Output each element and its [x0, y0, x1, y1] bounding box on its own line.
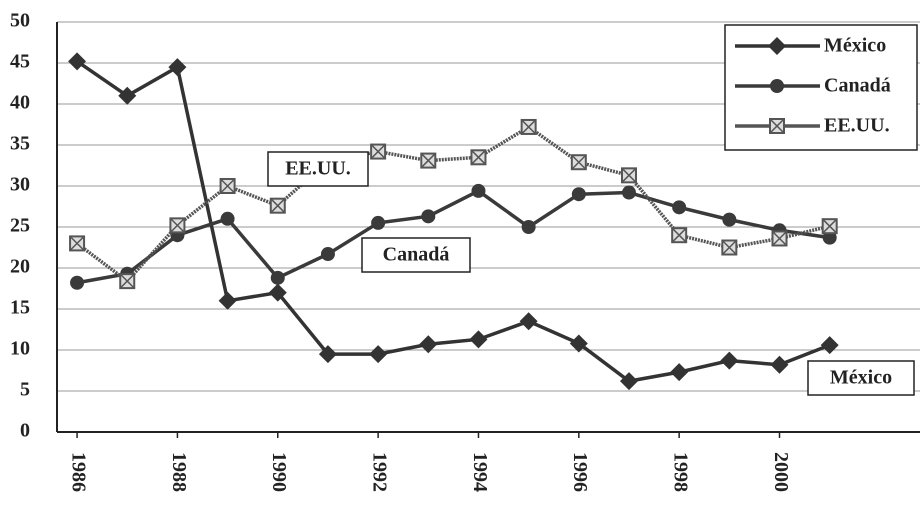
marker [672, 200, 687, 215]
marker [371, 215, 386, 230]
x-tick-label: 1996 [569, 452, 591, 492]
marker-x [671, 227, 687, 243]
marker [720, 351, 739, 370]
marker-x [169, 217, 185, 233]
x-tick-label: 1986 [67, 452, 89, 492]
annotation-box [807, 360, 915, 396]
marker [521, 220, 536, 234]
marker [570, 154, 587, 171]
marker [820, 336, 839, 355]
y-tick-label: 0 [20, 420, 30, 442]
y-tick-label: 50 [10, 10, 30, 32]
marker-x [470, 149, 486, 165]
marker [269, 197, 286, 214]
marker [118, 86, 137, 105]
marker [770, 79, 784, 93]
marker [671, 227, 688, 244]
marker [370, 143, 387, 160]
marker [770, 355, 789, 374]
marker-x [621, 167, 637, 183]
marker [721, 239, 738, 256]
marker [268, 283, 287, 302]
marker [722, 212, 737, 227]
marker-x [521, 119, 537, 135]
y-tick-label: 15 [10, 297, 30, 319]
x-tick-label: 2000 [770, 452, 792, 492]
marker [471, 183, 486, 198]
marker [569, 334, 588, 353]
marker [369, 345, 388, 364]
marker-x [220, 178, 236, 194]
y-tick-label: 30 [10, 174, 30, 196]
marker [318, 345, 337, 364]
legend-label: EE.UU. [824, 115, 890, 137]
marker [771, 230, 788, 247]
annotation: EE.UU. [285, 158, 351, 180]
y-tick-label: 40 [10, 92, 30, 114]
series-line [76, 59, 831, 384]
marker [320, 247, 335, 262]
legend-label: México [824, 35, 886, 57]
marker [620, 167, 637, 184]
y-tick-label: 35 [10, 133, 30, 155]
y-tick-label: 45 [10, 51, 30, 73]
series-line [76, 124, 831, 284]
marker-x [270, 198, 286, 214]
marker-x [420, 153, 436, 169]
marker [70, 275, 85, 290]
marker [470, 149, 487, 166]
marker-x [822, 218, 838, 234]
marker [169, 217, 186, 234]
marker-x [571, 154, 587, 170]
y-tick-label: 25 [10, 215, 30, 237]
annotation: Canadá [383, 244, 450, 266]
marker [220, 211, 235, 226]
marker [519, 312, 538, 331]
x-tick-label: 1990 [268, 452, 290, 492]
marker [420, 152, 437, 169]
marker [520, 118, 537, 135]
marker [571, 187, 586, 202]
marker [218, 291, 237, 310]
marker [769, 118, 785, 134]
marker-x [370, 144, 386, 160]
marker [168, 58, 187, 77]
marker-x [119, 273, 135, 289]
x-tick-label: 1994 [469, 452, 491, 492]
marker [670, 363, 689, 382]
marker-x [69, 235, 85, 251]
annotation-box [361, 237, 471, 273]
marker [270, 270, 285, 285]
y-tick-label: 5 [20, 379, 30, 401]
x-tick-label: 1988 [168, 452, 190, 492]
marker [621, 185, 636, 200]
marker [821, 218, 838, 235]
legend-label: Canadá [824, 75, 891, 97]
marker [768, 37, 786, 55]
y-tick-label: 10 [10, 338, 30, 360]
series-line [76, 188, 830, 285]
marker [69, 235, 86, 252]
marker [119, 273, 136, 290]
annotation: México [830, 367, 892, 389]
annotation-box [267, 151, 369, 187]
marker [419, 335, 438, 354]
marker-x [721, 239, 737, 256]
marker [619, 372, 638, 391]
y-tick-label: 20 [10, 256, 30, 278]
marker-x [771, 230, 788, 247]
marker [469, 330, 488, 349]
marker [68, 52, 87, 71]
x-tick-label: 1992 [369, 452, 391, 492]
marker [219, 178, 236, 194]
x-tick-label: 1998 [670, 452, 692, 492]
marker-x [769, 118, 785, 134]
marker [421, 209, 436, 224]
